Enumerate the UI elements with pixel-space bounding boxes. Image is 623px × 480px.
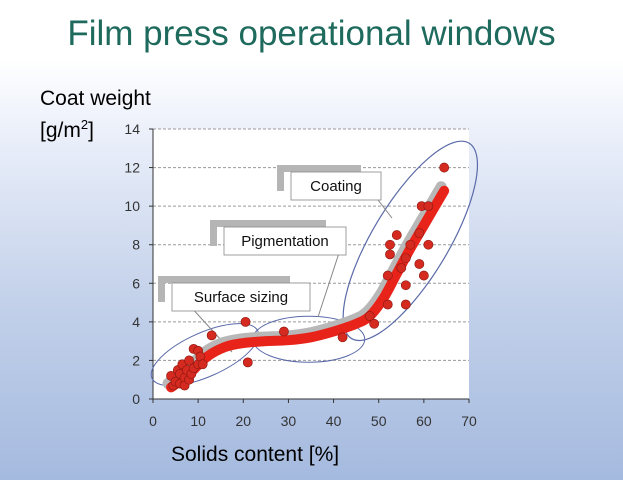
annotation-shadow-left [210, 220, 217, 246]
leader-line-pigmentation [317, 249, 341, 318]
y-tick-label: 4 [132, 314, 140, 330]
annotation-shadow-left [277, 165, 284, 191]
y-tick-label: 6 [132, 275, 140, 291]
data-point [400, 253, 411, 264]
x-tick-label: 70 [461, 413, 477, 429]
data-point [385, 249, 395, 260]
annotation-box-coating [290, 171, 382, 201]
annotation-shadow-top [158, 276, 290, 283]
x-tick-label: 10 [190, 413, 206, 429]
data-point [206, 330, 217, 341]
y-axis-label-unit: [g/m2] [40, 117, 94, 142]
x-tick-label: 20 [235, 413, 251, 429]
y-tick-label: 0 [132, 391, 140, 407]
y-tick-label: 12 [124, 160, 140, 176]
annotation-box-pigmentation [223, 226, 347, 256]
data-point [197, 359, 208, 370]
data-point [382, 299, 393, 310]
y-tick-label: 8 [132, 237, 140, 253]
data-point [382, 270, 393, 281]
x-tick-label: 40 [326, 413, 342, 429]
annotation-label-pigmentation: Pigmentation [241, 233, 329, 250]
data-point [391, 230, 402, 240]
x-tick-label: 50 [371, 413, 387, 429]
region-surface-sizing [150, 323, 260, 387]
data-point [385, 239, 395, 250]
x-tick-label: 0 [149, 413, 157, 429]
data-point [242, 357, 253, 368]
y-axis-label-main: Coat weight [40, 87, 151, 110]
data-point [369, 318, 380, 329]
data-point [405, 239, 416, 250]
data-point [364, 311, 375, 321]
data-point [184, 355, 195, 366]
data-point [396, 262, 407, 273]
slide-title: Film press operational windows [67, 14, 556, 53]
x-axis-label: Solids content [%] [171, 443, 340, 466]
y-tick-label: 10 [124, 198, 140, 214]
data-point [439, 162, 450, 173]
annotation-shadow-top [277, 165, 361, 172]
data-point [423, 201, 434, 212]
data-point [279, 326, 289, 337]
region-coating [342, 140, 479, 342]
data-point [400, 280, 411, 291]
y-tick-label: 14 [124, 121, 140, 137]
y-tick-label: 2 [132, 352, 140, 368]
data-point [414, 259, 425, 269]
data-point [423, 239, 434, 250]
annotation-box-surface-sizing [171, 282, 311, 312]
data-point [418, 270, 429, 281]
x-tick-label: 30 [281, 413, 297, 429]
data-point [240, 316, 251, 327]
annotation-shadow-left [158, 276, 165, 302]
data-point [400, 299, 411, 310]
annotation-label-coating: Coating [310, 178, 362, 195]
data-point [337, 332, 348, 343]
annotation-label-surface-sizing: Surface sizing [194, 289, 288, 306]
x-tick-label: 60 [416, 413, 432, 429]
data-point [414, 228, 425, 239]
annotation-shadow-top [210, 220, 326, 227]
y-axis-label: Coat weight [g/m2] [40, 86, 151, 144]
